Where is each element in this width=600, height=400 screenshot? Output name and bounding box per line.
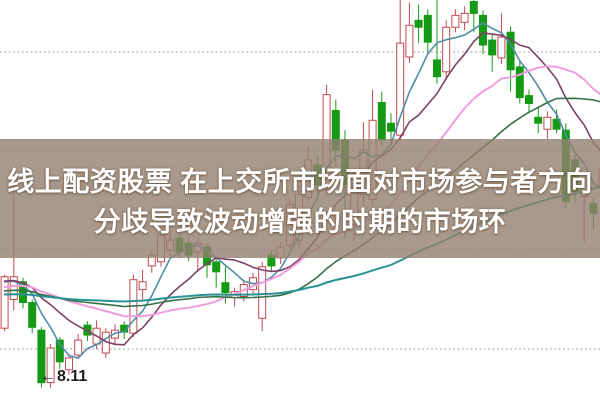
headline-line-2: 分歧导致波动增强的时期的市场环 bbox=[93, 207, 507, 237]
headline-overlay-banner: 线上配资股票 在上交所市场面对市场参与者方向 分歧导致波动增强的时期的市场环 bbox=[0, 139, 600, 258]
low-price-marker: ←8.11 bbox=[40, 368, 87, 386]
low-price-value: 8.11 bbox=[57, 368, 88, 385]
left-arrow-icon: ← bbox=[40, 368, 56, 385]
headline-line-1: 线上配资股票 在上交所市场面对市场参与者方向 bbox=[7, 167, 593, 197]
